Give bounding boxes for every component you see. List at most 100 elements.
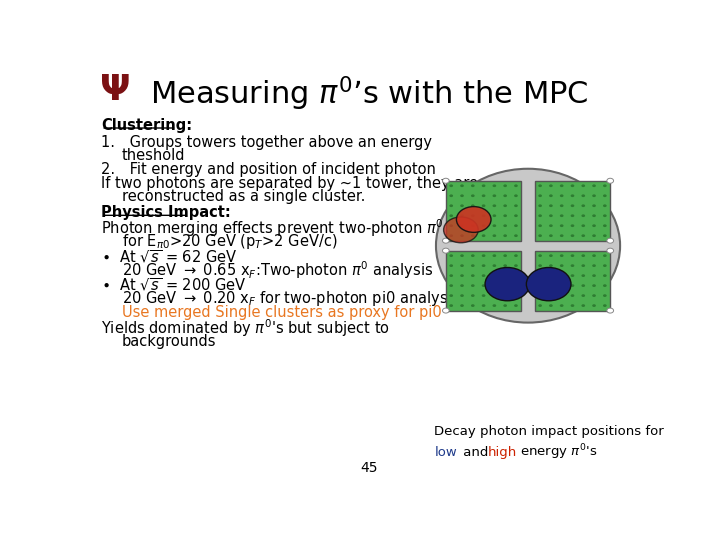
Text: Decay photon impact positions for: Decay photon impact positions for [434, 425, 664, 438]
Circle shape [539, 254, 542, 257]
Circle shape [471, 184, 474, 187]
Circle shape [482, 184, 485, 187]
Circle shape [593, 274, 596, 277]
Circle shape [593, 234, 596, 237]
Text: and: and [459, 446, 492, 459]
Circle shape [571, 234, 575, 237]
Circle shape [449, 254, 453, 257]
Circle shape [449, 204, 453, 207]
Circle shape [514, 194, 518, 197]
Circle shape [449, 224, 453, 227]
Circle shape [560, 254, 564, 257]
Circle shape [449, 304, 453, 307]
Circle shape [460, 284, 464, 287]
Circle shape [482, 234, 485, 237]
Circle shape [503, 284, 507, 287]
Circle shape [482, 294, 485, 297]
Circle shape [560, 274, 564, 277]
Bar [446, 181, 521, 241]
Circle shape [582, 304, 585, 307]
Circle shape [514, 304, 518, 307]
Circle shape [549, 184, 553, 187]
Circle shape [603, 214, 607, 217]
Text: If two photons are separated by ~1 tower, they are: If two photons are separated by ~1 tower… [101, 176, 478, 191]
Circle shape [539, 214, 542, 217]
Circle shape [449, 284, 453, 287]
Circle shape [582, 224, 585, 227]
Circle shape [514, 254, 518, 257]
Circle shape [603, 224, 607, 227]
Bar [535, 181, 611, 241]
Circle shape [471, 284, 474, 287]
Circle shape [571, 184, 575, 187]
Circle shape [471, 304, 474, 307]
Circle shape [571, 194, 575, 197]
Text: low: low [434, 446, 457, 459]
Circle shape [503, 264, 507, 267]
Circle shape [582, 214, 585, 217]
Circle shape [449, 194, 453, 197]
Circle shape [471, 254, 474, 257]
Circle shape [607, 308, 613, 313]
Circle shape [593, 194, 596, 197]
Text: Photon merging effects prevent two-photon $\pi^0$ analysis: Photon merging effects prevent two-photo… [101, 217, 508, 239]
Circle shape [593, 254, 596, 257]
Circle shape [539, 224, 542, 227]
Circle shape [539, 184, 542, 187]
Circle shape [492, 214, 496, 217]
Circle shape [503, 234, 507, 237]
Circle shape [514, 264, 518, 267]
Circle shape [603, 204, 607, 207]
Circle shape [482, 194, 485, 197]
Circle shape [443, 178, 449, 183]
Circle shape [603, 294, 607, 297]
Circle shape [503, 184, 507, 187]
Circle shape [503, 254, 507, 257]
Circle shape [603, 254, 607, 257]
Circle shape [514, 214, 518, 217]
Text: 20 GeV $\rightarrow$ 0.65 x$_F$:Two-photon $\pi^0$ analysis: 20 GeV $\rightarrow$ 0.65 x$_F$:Two-phot… [122, 259, 433, 281]
Text: 2. Fit energy and position of incident photon: 2. Fit energy and position of incident p… [101, 162, 436, 177]
Text: Physics Impact:: Physics Impact: [101, 205, 231, 220]
Circle shape [492, 194, 496, 197]
Circle shape [539, 204, 542, 207]
Circle shape [492, 234, 496, 237]
Circle shape [607, 248, 613, 253]
Circle shape [503, 274, 507, 277]
Circle shape [460, 254, 464, 257]
Circle shape [539, 234, 542, 237]
Circle shape [485, 267, 530, 301]
Bar [446, 251, 521, 310]
Circle shape [603, 304, 607, 307]
Text: for E$_{\pi0}$>20 GeV (p$_T$>2 GeV/c): for E$_{\pi0}$>20 GeV (p$_T$>2 GeV/c) [122, 232, 338, 251]
Circle shape [549, 214, 553, 217]
Text: 1. Groups towers together above an energy: 1. Groups towers together above an energ… [101, 136, 432, 151]
Circle shape [560, 194, 564, 197]
Ellipse shape [436, 168, 620, 322]
Circle shape [549, 194, 553, 197]
Circle shape [593, 214, 596, 217]
Circle shape [492, 294, 496, 297]
Text: Clustering:: Clustering: [101, 118, 192, 133]
Circle shape [549, 264, 553, 267]
Circle shape [460, 234, 464, 237]
Circle shape [471, 224, 474, 227]
Circle shape [460, 304, 464, 307]
Circle shape [603, 264, 607, 267]
Circle shape [471, 214, 474, 217]
Circle shape [471, 234, 474, 237]
Circle shape [571, 304, 575, 307]
Circle shape [607, 238, 613, 243]
Circle shape [471, 264, 474, 267]
Circle shape [560, 204, 564, 207]
Circle shape [582, 194, 585, 197]
Circle shape [549, 254, 553, 257]
Circle shape [503, 294, 507, 297]
Circle shape [492, 284, 496, 287]
Circle shape [593, 204, 596, 207]
Circle shape [539, 264, 542, 267]
Circle shape [471, 194, 474, 197]
Circle shape [460, 264, 464, 267]
Circle shape [460, 294, 464, 297]
Circle shape [539, 304, 542, 307]
